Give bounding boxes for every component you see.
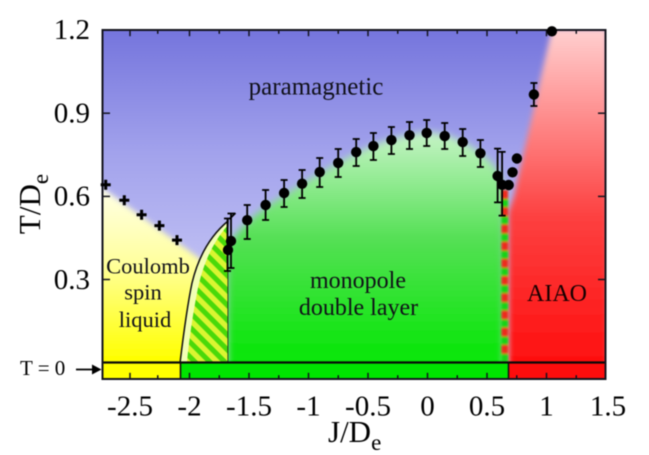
svg-text:-1.5: -1.5 (226, 391, 272, 423)
svg-text:AIAO: AIAO (527, 281, 587, 307)
svg-text:liquid: liquid (119, 307, 172, 332)
svg-text:-1: -1 (296, 391, 320, 423)
svg-text:1: 1 (539, 391, 554, 423)
svg-text:0: 0 (420, 391, 435, 423)
svg-text:0.9: 0.9 (54, 98, 90, 130)
svg-text:double layer: double layer (299, 295, 418, 321)
svg-text:paramagnetic: paramagnetic (249, 74, 384, 101)
svg-text:1.2: 1.2 (54, 14, 90, 46)
svg-text:-2.5: -2.5 (107, 391, 153, 423)
svg-text:-0.5: -0.5 (345, 391, 391, 423)
svg-text:0.5: 0.5 (469, 391, 505, 423)
svg-text:Coulomb: Coulomb (106, 254, 190, 279)
svg-text:monopole: monopole (310, 268, 406, 294)
svg-text:spin: spin (124, 280, 162, 305)
svg-text:T = 0: T = 0 (20, 356, 65, 380)
svg-text:-2: -2 (177, 391, 201, 423)
svg-text:0.6: 0.6 (54, 181, 90, 213)
svg-text:1.5: 1.5 (590, 391, 626, 423)
svg-text:0.3: 0.3 (54, 264, 90, 296)
